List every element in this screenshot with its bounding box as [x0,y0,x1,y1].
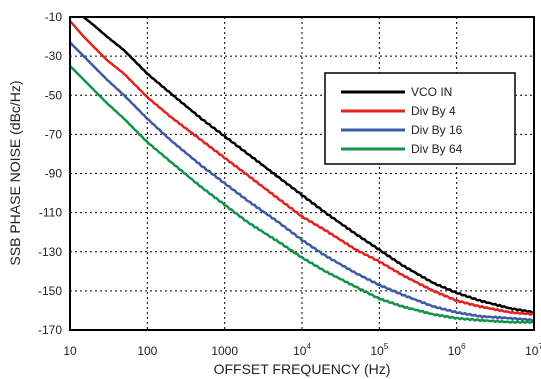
series-lines [70,17,534,324]
y-axis-label: SSB PHASE NOISE (dBc/Hz) [7,80,23,265]
x-tick-label: 106 [448,342,466,358]
x-tick-label: 104 [293,342,311,358]
x-tick-label: 1000 [211,344,238,358]
y-tick-label: -30 [45,49,63,63]
x-tick-label: 100 [137,344,157,358]
plot-frame [69,16,535,331]
legend-label: Div By 4 [411,104,456,118]
legend-label: Div By 64 [411,142,463,156]
y-tick-label: -130 [38,245,62,259]
x-tick-label: 10 [63,344,77,358]
y-tick-label: -110 [39,206,62,220]
y-tick-label: -170 [38,323,62,337]
x-axis-label: OFFSET FREQUENCY (Hz) [214,361,391,377]
y-tick-label: -150 [38,284,62,298]
legend-box [324,72,516,165]
y-tick-label: -10 [45,10,63,24]
x-tick-labels: 10 100 1000 104 105 106 107 [63,342,541,358]
series-line [70,65,534,324]
y-tick-labels: -10 -30 -50 -70 -90 -110 -130 -150 -170 [38,10,62,337]
legend-label: VCO IN [411,85,452,99]
legend-label: Div By 16 [411,123,463,137]
series-line [81,17,534,315]
y-tick-label: -50 [45,88,63,102]
legend: VCO IN Div By 4 Div By 16 Div By 64 [324,72,516,165]
y-tick-label: -90 [45,167,63,181]
x-tick-label: 107 [525,342,541,358]
y-tick-label: -70 [45,127,63,141]
x-tick-label: 105 [370,342,388,358]
series-line [70,41,534,322]
series-line [70,20,534,316]
